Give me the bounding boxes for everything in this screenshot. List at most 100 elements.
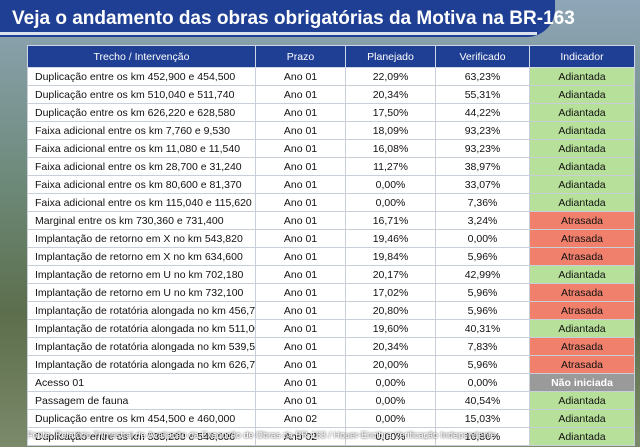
cell-trecho: Implantação de retorno em U no km 702,18…: [27, 265, 256, 284]
cell-prazo: Ano 01: [255, 157, 346, 176]
cell-planejado: 0,00%: [345, 193, 436, 212]
table-row: Implantação de retorno em U no km 732,10…: [27, 283, 635, 302]
cell-prazo: Ano 01: [255, 301, 346, 320]
cell-prazo: Ano 01: [255, 175, 346, 194]
cell-verificado: 38,97%: [435, 157, 530, 176]
status-badge: Atrasada: [529, 355, 635, 374]
cell-planejado: 0,00%: [345, 409, 436, 428]
cell-prazo: Ano 02: [255, 409, 346, 428]
cell-trecho: Acesso 01: [27, 373, 256, 392]
cell-verificado: 93,23%: [435, 121, 530, 140]
cell-prazo: Ano 01: [255, 229, 346, 248]
cell-trecho: Faixa adicional entre os km 28,700 e 31,…: [27, 157, 256, 176]
cell-prazo: Ano 01: [255, 265, 346, 284]
table-row: Passagem de fauna Ano 01 0,00% 40,54% Adiant…: [27, 391, 635, 410]
cell-trecho: Faixa adicional entre os km 115,040 e 11…: [27, 193, 256, 212]
cell-verificado: 40,31%: [435, 319, 530, 338]
cell-verificado: 5,96%: [435, 301, 530, 320]
table-row: Duplicação entre os km 510,040 e 511,740…: [27, 85, 635, 104]
cell-trecho: Faixa adicional entre os km 11,080 e 11,…: [27, 139, 256, 158]
col-header-verificado: Verificado: [435, 45, 530, 68]
cell-trecho: Faixa adicional entre os km 7,760 e 9,53…: [27, 121, 256, 140]
cell-verificado: 5,96%: [435, 247, 530, 266]
cell-planejado: 17,02%: [345, 283, 436, 302]
cell-planejado: 16,71%: [345, 211, 436, 230]
cell-prazo: Ano 01: [255, 121, 346, 140]
status-badge: Adiantada: [529, 391, 635, 410]
cell-trecho: Faixa adicional entre os km 80,600 e 81,…: [27, 175, 256, 194]
cell-trecho: Duplicação entre os km 452,900 e 454,500: [27, 67, 256, 86]
cell-prazo: Ano 01: [255, 211, 346, 230]
cell-trecho: Marginal entre os km 730,360 e 731,400: [27, 211, 256, 230]
col-header-indicador: Indicador: [529, 45, 635, 68]
cell-verificado: 7,83%: [435, 337, 530, 356]
cell-verificado: 3,24%: [435, 211, 530, 230]
cell-prazo: Ano 01: [255, 283, 346, 302]
cell-verificado: 5,96%: [435, 283, 530, 302]
status-badge: Atrasada: [529, 229, 635, 248]
cell-prazo: Ano 01: [255, 319, 346, 338]
cell-trecho: Passagem de fauna: [27, 391, 256, 410]
cell-prazo: Ano 02: [255, 427, 346, 446]
status-badge: Adiantada: [529, 85, 635, 104]
col-header-planejado: Planejado: [345, 45, 436, 68]
cell-verificado: 0,00%: [435, 373, 530, 392]
table-row: Implantação de retorno em X no km 634,60…: [27, 247, 635, 266]
cell-trecho: Implantação de retorno em X no km 634,60…: [27, 247, 256, 266]
cell-prazo: Ano 01: [255, 247, 346, 266]
table-header-row: Trecho / Intervenção Prazo Planejado Ver…: [27, 45, 635, 68]
table-row: Marginal entre os km 730,360 e 731,400 An…: [27, 211, 635, 230]
status-badge: Adiantada: [529, 409, 635, 428]
table-row: Faixa adicional entre os km 28,700 e 31,…: [27, 157, 635, 176]
table-row: Implantação de rotatória alongada no km …: [27, 319, 635, 338]
page-title: Veja o andamento das obras obrigatórias …: [0, 0, 575, 37]
table-row: Duplicação entre os km 626,220 e 628,580…: [27, 103, 635, 122]
cell-planejado: 20,00%: [345, 355, 436, 374]
cell-trecho: Implantação de rotatória alongada no km …: [27, 319, 256, 338]
cell-prazo: Ano 01: [255, 67, 346, 86]
status-badge: Adiantada: [529, 139, 635, 158]
source-footnote: Fonte: Relatório Trimestral de Avaliação…: [27, 430, 496, 440]
cell-verificado: 16,86%: [435, 427, 530, 446]
cell-trecho: Duplicação entre os km 535,200 e 546,000: [27, 427, 256, 446]
status-badge: Adiantada: [529, 193, 635, 212]
cell-planejado: 0,00%: [345, 373, 436, 392]
cell-trecho: Duplicação entre os km 454,500 e 460,000: [27, 409, 256, 428]
status-badge: Atrasada: [529, 247, 635, 266]
cell-verificado: 33,07%: [435, 175, 530, 194]
cell-trecho: Implantação de rotatória alongada no km …: [27, 355, 256, 374]
cell-verificado: 0,00%: [435, 229, 530, 248]
table-row: Implantação de rotatória alongada no km …: [27, 355, 635, 374]
cell-verificado: 15,03%: [435, 409, 530, 428]
obras-table: Trecho / Intervenção Prazo Planejado Ver…: [27, 45, 635, 446]
status-badge: Adiantada: [529, 103, 635, 122]
cell-prazo: Ano 01: [255, 85, 346, 104]
cell-verificado: 7,36%: [435, 193, 530, 212]
cell-verificado: 5,96%: [435, 355, 530, 374]
cell-trecho: Implantação de rotatória alongada no km …: [27, 301, 256, 320]
cell-planejado: 0,00%: [345, 427, 436, 446]
cell-prazo: Ano 01: [255, 103, 346, 122]
status-badge: Adiantada: [529, 319, 635, 338]
table-row: Faixa adicional entre os km 7,760 e 9,53…: [27, 121, 635, 140]
cell-verificado: 93,23%: [435, 139, 530, 158]
cell-prazo: Ano 01: [255, 373, 346, 392]
cell-planejado: 20,80%: [345, 301, 436, 320]
cell-planejado: 11,27%: [345, 157, 436, 176]
status-badge: Atrasada: [529, 301, 635, 320]
cell-planejado: 0,00%: [345, 175, 436, 194]
col-header-trecho: Trecho / Intervenção: [27, 45, 256, 68]
status-badge: Atrasada: [529, 337, 635, 356]
cell-trecho: Duplicação entre os km 510,040 e 511,740: [27, 85, 256, 104]
cell-verificado: 44,22%: [435, 103, 530, 122]
status-badge: Adiantada: [529, 427, 635, 446]
cell-planejado: 22,09%: [345, 67, 436, 86]
table-row: Acesso 01 Ano 01 0,00% 0,00% Não iniciada: [27, 373, 635, 392]
table-row: Faixa adicional entre os km 115,040 e 11…: [27, 193, 635, 212]
status-badge: Adiantada: [529, 67, 635, 86]
cell-planejado: 20,17%: [345, 265, 436, 284]
col-header-prazo: Prazo: [255, 45, 346, 68]
cell-verificado: 40,54%: [435, 391, 530, 410]
cell-trecho: Implantação de retorno em U no km 732,10…: [27, 283, 256, 302]
table-row: Duplicação entre os km 454,500 e 460,000…: [27, 409, 635, 428]
